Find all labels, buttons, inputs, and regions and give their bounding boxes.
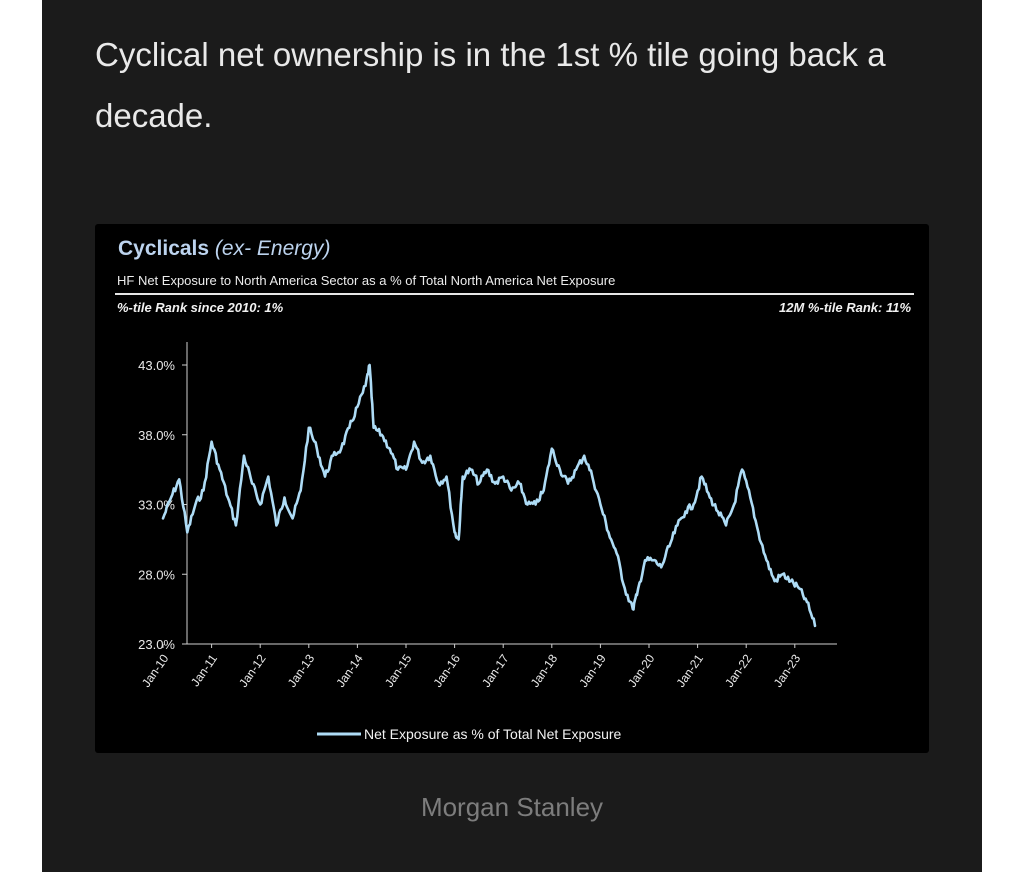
x-tick-label: Jan-18 (528, 651, 561, 689)
rank-12m: 12M %-tile Rank: 11% (779, 300, 911, 315)
title-rule (115, 293, 914, 295)
legend-label: Net Exposure as % of Total Net Exposure (364, 726, 622, 742)
x-tick-label: Jan-20 (625, 651, 658, 689)
x-tick-label: Jan-15 (382, 651, 415, 689)
x-tick-label: Jan-19 (576, 651, 609, 689)
rank-since-2010: %-tile Rank since 2010: 1% (117, 300, 284, 315)
x-tick-label: Jan-17 (479, 651, 512, 689)
y-tick-label: 28.0% (138, 567, 175, 582)
chart-card: Cyclicals (ex- Energy) HF Net Exposure t… (95, 224, 929, 753)
x-tick-label: Jan-16 (431, 651, 464, 689)
x-tick-label: Jan-13 (285, 651, 318, 689)
y-tick-label: 43.0% (138, 358, 175, 373)
x-tick-label: Jan-23 (771, 651, 804, 689)
x-tick-label: Jan-14 (333, 651, 366, 689)
x-tick-label: Jan-10 (139, 651, 172, 689)
post-text: Cyclical net ownership is in the 1st % t… (95, 36, 886, 134)
chart-title-paren: (ex- Energy) (214, 237, 331, 260)
chart-title: Cyclicals (ex- Energy) (118, 237, 330, 261)
series-line (161, 363, 817, 628)
x-tick-label: Jan-12 (236, 651, 269, 689)
line-chart: 23.0%28.0%33.0%38.0%43.0%Jan-10 Jan-11 Jan… (138, 342, 837, 742)
x-tick-label: Jan-21 (674, 651, 707, 689)
source-caption: Morgan Stanley (420, 792, 604, 822)
y-tick-label: 38.0% (138, 428, 175, 443)
x-tick-label: Jan-11 (188, 651, 220, 689)
chart-title-main: Cyclicals (118, 237, 210, 260)
x-tick-label: Jan-22 (722, 651, 755, 689)
chart-subtitle: HF Net Exposure to North America Sector … (117, 273, 616, 288)
y-tick-label: 23.0% (138, 637, 175, 652)
